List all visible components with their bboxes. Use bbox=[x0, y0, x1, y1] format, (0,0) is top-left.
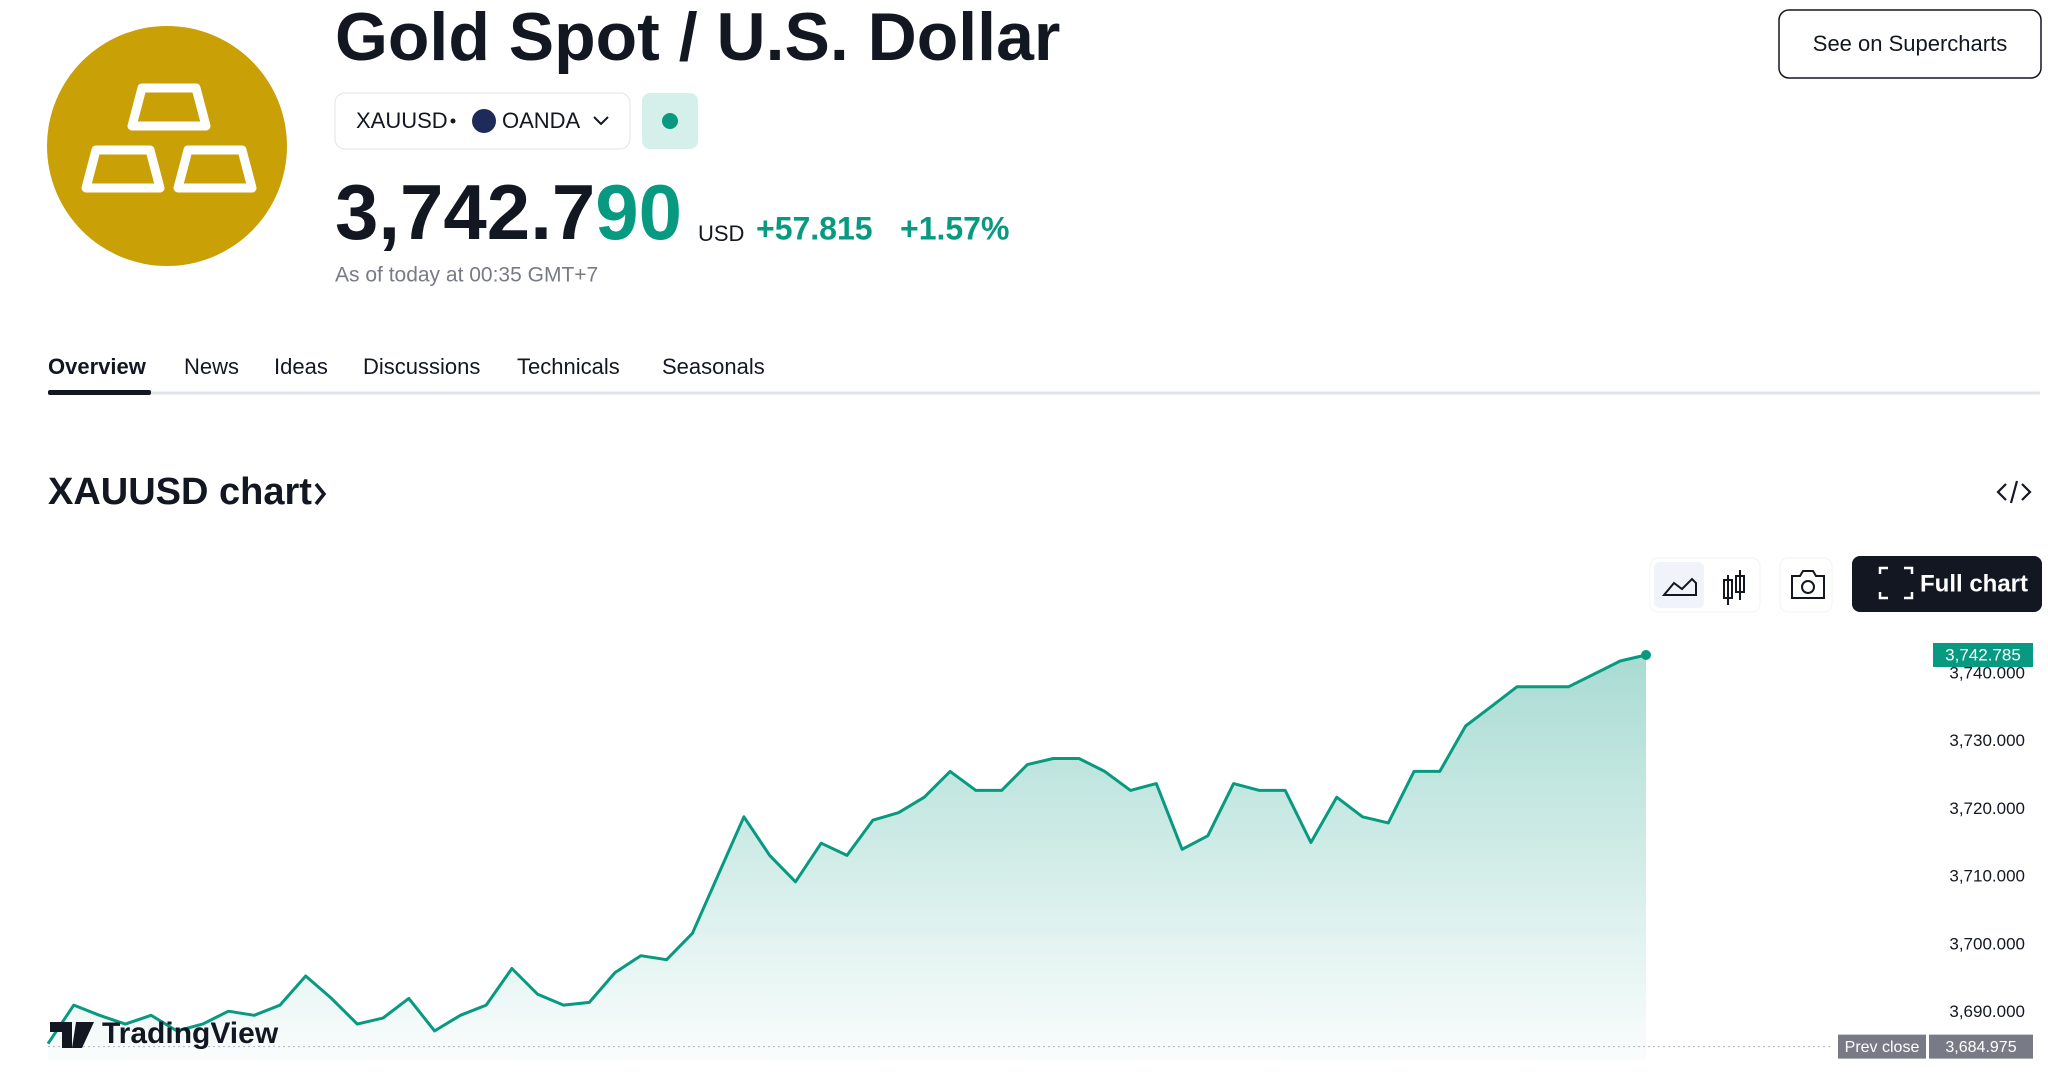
prev-close-name: Prev close bbox=[1845, 1039, 1920, 1056]
exchange-icon bbox=[472, 109, 496, 133]
prev-close-badge bbox=[1838, 1034, 1926, 1059]
section-chevron bbox=[314, 482, 327, 506]
embed-icon[interactable] bbox=[1996, 480, 2032, 504]
currency: USD bbox=[698, 221, 744, 246]
area-icon bbox=[1661, 577, 1697, 596]
prev-close-value-badge bbox=[1929, 1034, 2033, 1059]
symbol: XAUUSD bbox=[356, 108, 448, 133]
last-point bbox=[1641, 650, 1651, 661]
area-fill bbox=[48, 655, 1646, 1060]
price-main: 3,742.7 bbox=[335, 168, 595, 256]
full-chart-button[interactable] bbox=[1852, 556, 2042, 612]
tab[interactable]: Seasonals bbox=[662, 354, 765, 379]
tab[interactable]: Discussions bbox=[363, 354, 480, 379]
y-tick-label: 3,720.000 bbox=[1949, 799, 2025, 818]
full-chart-label: Full chart bbox=[1920, 570, 2028, 597]
y-tick-label: 3,730.000 bbox=[1949, 731, 2025, 750]
prev-close-label: 3,684.975 bbox=[1945, 1039, 2016, 1056]
y-tick-label: 3,740.000 bbox=[1949, 663, 2025, 682]
y-tick-label: 3,700.000 bbox=[1949, 934, 2025, 953]
exchange: OANDA bbox=[502, 108, 581, 133]
chevron bbox=[593, 116, 609, 126]
price-tail: 90 bbox=[595, 168, 682, 256]
supercharts-button[interactable] bbox=[1778, 9, 2042, 79]
tab[interactable]: Overview bbox=[48, 354, 147, 379]
logo bbox=[47, 26, 287, 266]
tab[interactable]: News bbox=[184, 354, 239, 379]
status-dot bbox=[662, 113, 678, 129]
last-price-label: 3,742.785 bbox=[1945, 645, 2021, 664]
tab-underline bbox=[48, 390, 151, 395]
tab[interactable]: Technicals bbox=[517, 354, 620, 379]
price-line bbox=[46, 653, 1647, 1045]
last-price-badge bbox=[1933, 643, 2033, 668]
change-pct: +1.57% bbox=[900, 210, 1009, 246]
as-of: As of today at 00:35 GMT+7 bbox=[335, 264, 598, 287]
supercharts-label: See on Supercharts bbox=[1813, 31, 2007, 56]
brand-label: TradingView bbox=[102, 1017, 279, 1050]
y-tick-label: 3,710.000 bbox=[1949, 867, 2025, 886]
candle-style-button[interactable] bbox=[1723, 570, 1745, 605]
title: Gold Spot / U.S. Dollar bbox=[335, 0, 1060, 75]
change: +57.815 bbox=[756, 210, 873, 246]
y-tick-label: 3,690.000 bbox=[1949, 1002, 2025, 1021]
brand: TradingView bbox=[50, 1017, 279, 1050]
separator bbox=[450, 118, 456, 124]
price: 3,742.790 bbox=[335, 168, 682, 256]
area-style-button[interactable] bbox=[1654, 562, 1704, 608]
tab[interactable]: Ideas bbox=[274, 354, 328, 379]
section-title[interactable]: XAUUSD chart bbox=[48, 471, 312, 513]
